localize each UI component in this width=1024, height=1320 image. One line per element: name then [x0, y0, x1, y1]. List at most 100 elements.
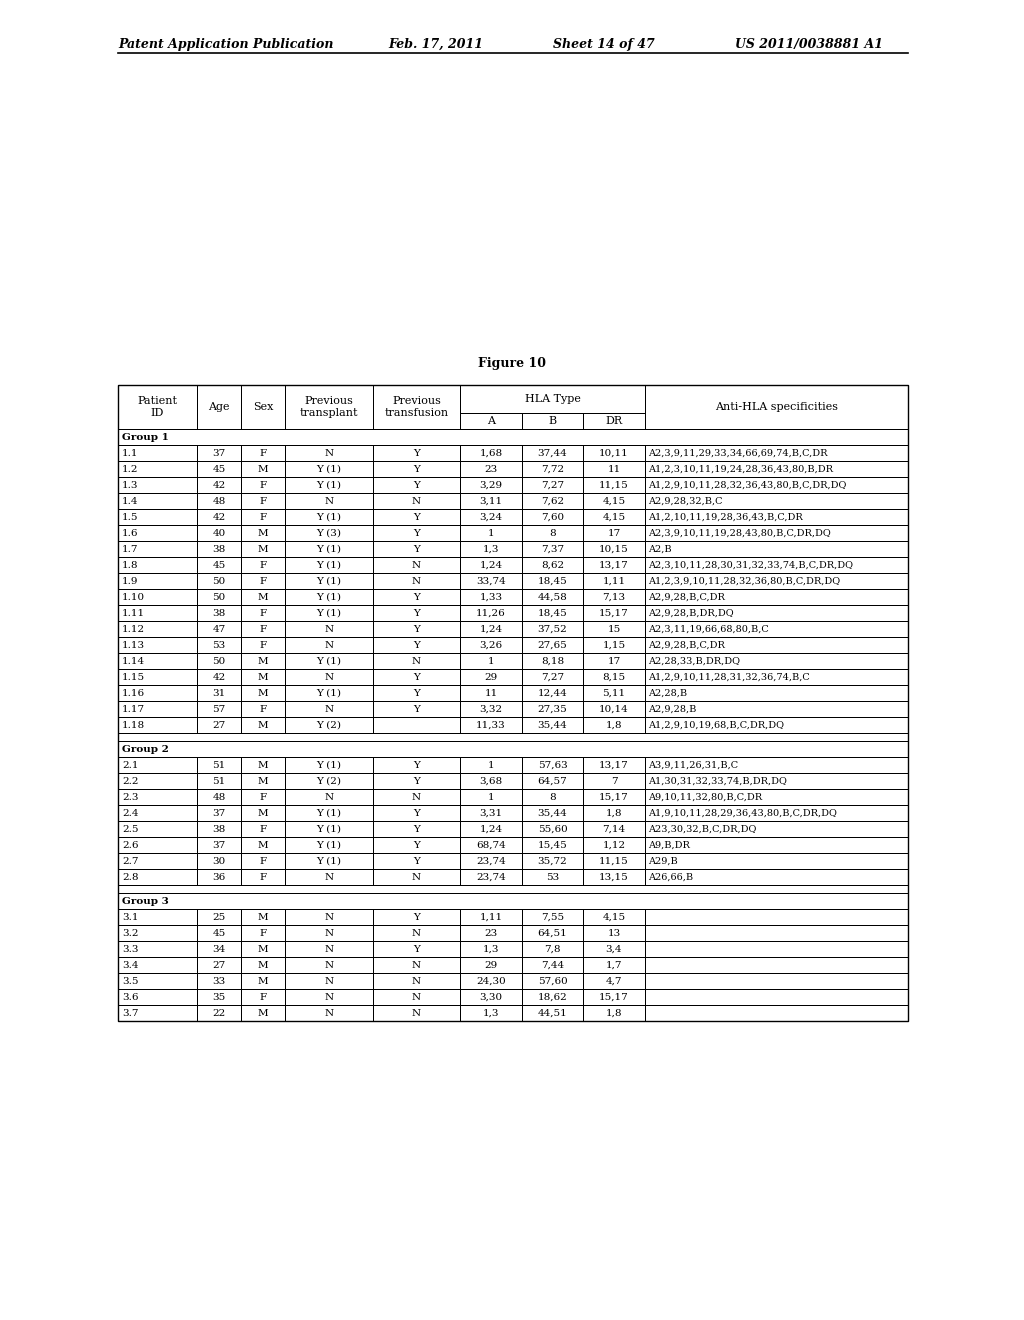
Bar: [285, 957, 373, 973]
Text: A3,9,11,26,31,B,C: A3,9,11,26,31,B,C: [647, 760, 737, 770]
Bar: [373, 869, 461, 884]
Bar: [584, 973, 645, 989]
Text: 27: 27: [212, 961, 225, 969]
Bar: [645, 385, 908, 429]
Text: 3.6: 3.6: [122, 993, 138, 1002]
Bar: [118, 701, 197, 717]
Bar: [584, 941, 645, 957]
Bar: [373, 605, 461, 620]
Text: 1,24: 1,24: [479, 624, 503, 634]
Text: N: N: [412, 993, 421, 1002]
Bar: [241, 909, 285, 925]
Bar: [197, 717, 241, 733]
Bar: [645, 821, 908, 837]
Bar: [461, 653, 522, 669]
Bar: [522, 1005, 584, 1020]
Bar: [197, 973, 241, 989]
Text: 42: 42: [212, 480, 225, 490]
Text: 3.3: 3.3: [122, 945, 138, 953]
Bar: [373, 789, 461, 805]
Text: Y (1): Y (1): [316, 465, 341, 474]
Bar: [118, 741, 908, 756]
Bar: [285, 853, 373, 869]
Bar: [645, 541, 908, 557]
Bar: [285, 541, 373, 557]
Text: 1.12: 1.12: [122, 624, 145, 634]
Bar: [522, 557, 584, 573]
Bar: [584, 837, 645, 853]
Text: Y: Y: [413, 841, 420, 850]
Bar: [285, 805, 373, 821]
Bar: [584, 638, 645, 653]
Bar: [241, 638, 285, 653]
Text: Y (1): Y (1): [316, 577, 341, 586]
Text: N: N: [325, 977, 333, 986]
Bar: [373, 541, 461, 557]
Bar: [241, 605, 285, 620]
Bar: [285, 989, 373, 1005]
Bar: [285, 789, 373, 805]
Bar: [285, 385, 373, 429]
Text: 3,29: 3,29: [479, 480, 503, 490]
Bar: [584, 461, 645, 477]
Bar: [584, 909, 645, 925]
Text: M: M: [257, 672, 268, 681]
Text: 22: 22: [212, 1008, 225, 1018]
Bar: [118, 909, 197, 925]
Bar: [645, 685, 908, 701]
Bar: [118, 461, 197, 477]
Bar: [645, 853, 908, 869]
Text: 38: 38: [212, 609, 225, 618]
Text: A1,30,31,32,33,74,B,DR,DQ: A1,30,31,32,33,74,B,DR,DQ: [647, 776, 786, 785]
Text: 33: 33: [212, 977, 225, 986]
Bar: [645, 589, 908, 605]
Bar: [118, 717, 197, 733]
Bar: [522, 869, 584, 884]
Text: 37,52: 37,52: [538, 624, 567, 634]
Text: 11,15: 11,15: [599, 480, 629, 490]
Text: 2.1: 2.1: [122, 760, 138, 770]
Text: Y (1): Y (1): [316, 857, 341, 866]
Text: Patient
ID: Patient ID: [137, 396, 177, 418]
Text: Y: Y: [413, 857, 420, 866]
Bar: [522, 605, 584, 620]
Text: 13,17: 13,17: [599, 760, 629, 770]
Bar: [584, 605, 645, 620]
Text: 13: 13: [607, 928, 621, 937]
Bar: [373, 653, 461, 669]
Bar: [241, 925, 285, 941]
Text: Y (1): Y (1): [316, 760, 341, 770]
Text: N: N: [412, 873, 421, 882]
Text: Y: Y: [413, 480, 420, 490]
Bar: [285, 756, 373, 774]
Bar: [461, 869, 522, 884]
Text: 3,68: 3,68: [479, 776, 503, 785]
Bar: [461, 525, 522, 541]
Bar: [373, 805, 461, 821]
Bar: [584, 805, 645, 821]
Text: A2,9,28,32,B,C: A2,9,28,32,B,C: [647, 496, 722, 506]
Bar: [241, 789, 285, 805]
Bar: [461, 789, 522, 805]
Bar: [584, 620, 645, 638]
Text: Y: Y: [413, 912, 420, 921]
Text: 1.9: 1.9: [122, 577, 138, 586]
Text: A2,28,B: A2,28,B: [647, 689, 687, 697]
Bar: [373, 756, 461, 774]
Bar: [241, 541, 285, 557]
Text: 7: 7: [610, 776, 617, 785]
Text: M: M: [257, 961, 268, 969]
Text: Y: Y: [413, 689, 420, 697]
Text: Y (1): Y (1): [316, 656, 341, 665]
Bar: [241, 756, 285, 774]
Text: A9,B,DR: A9,B,DR: [647, 841, 689, 850]
Text: 7,55: 7,55: [541, 912, 564, 921]
Text: 17: 17: [607, 528, 621, 537]
Bar: [645, 909, 908, 925]
Bar: [241, 805, 285, 821]
Text: Sex: Sex: [253, 403, 273, 412]
Bar: [241, 869, 285, 884]
Bar: [197, 957, 241, 973]
Bar: [522, 853, 584, 869]
Bar: [285, 837, 373, 853]
